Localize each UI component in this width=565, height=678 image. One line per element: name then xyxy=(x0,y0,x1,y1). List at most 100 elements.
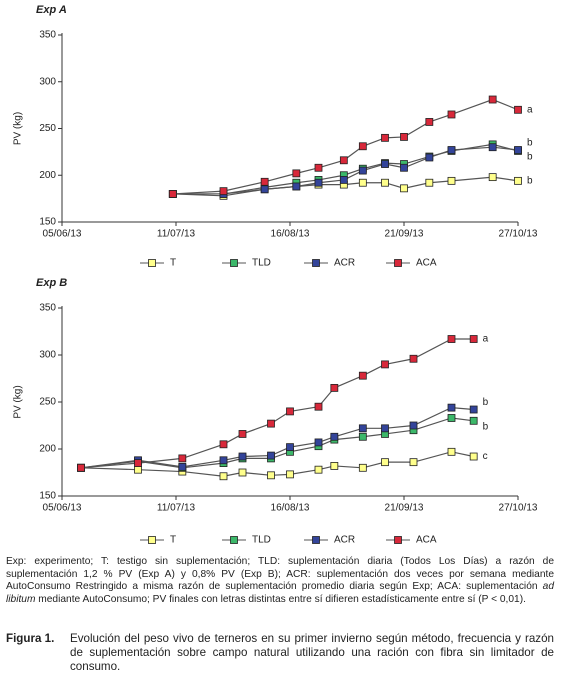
marker xyxy=(219,187,228,196)
figure-caption: Figura 1. Evolución del peso vivo de tern… xyxy=(6,632,554,674)
marker xyxy=(267,419,275,428)
x-tick-label: 27/10/13 xyxy=(499,229,538,240)
marker xyxy=(77,463,85,472)
x-tick-label: 11/07/13 xyxy=(157,503,196,514)
marker xyxy=(381,360,389,369)
legend-label: ACR xyxy=(334,258,355,269)
marker xyxy=(238,452,247,461)
marker xyxy=(286,470,294,479)
marker xyxy=(514,105,522,114)
note-italic: ad libitum xyxy=(6,581,554,605)
marker xyxy=(330,432,339,441)
marker xyxy=(381,424,389,433)
x-tick-label: 16/08/13 xyxy=(271,503,310,514)
marker xyxy=(488,173,497,182)
end-label: b xyxy=(527,152,533,163)
note-text: Exp: experimento; T: testigo sin supleme… xyxy=(6,556,554,592)
marker xyxy=(488,95,497,104)
end-label: b xyxy=(483,421,489,432)
marker xyxy=(469,452,478,461)
x-tick-label: 27/10/13 xyxy=(499,503,538,514)
y-tick-label: 300 xyxy=(39,76,56,87)
marker xyxy=(314,402,323,411)
series-line xyxy=(80,417,474,469)
marker xyxy=(400,163,408,172)
legend-label: ACA xyxy=(416,535,437,546)
y-tick-label: 250 xyxy=(39,123,56,134)
x-tick-label: 16/08/13 xyxy=(271,229,310,240)
x-tick-label: 21/09/13 xyxy=(385,229,424,240)
marker xyxy=(381,458,389,467)
marker xyxy=(238,468,247,477)
marker xyxy=(219,472,228,481)
marker xyxy=(358,424,367,433)
legend-label: T xyxy=(170,535,176,546)
note-text: mediante AutoConsumo; PV finales con let… xyxy=(35,593,526,605)
legend-marker xyxy=(312,536,320,544)
marker xyxy=(168,190,177,198)
marker xyxy=(267,471,275,480)
y-axis-label: PV (kg) xyxy=(13,385,24,418)
x-tick-label: 11/07/13 xyxy=(157,229,196,240)
marker xyxy=(381,178,389,187)
legend-marker xyxy=(230,536,238,544)
marker xyxy=(425,178,434,187)
marker xyxy=(358,432,367,441)
marker xyxy=(381,160,389,168)
marker xyxy=(292,182,301,191)
end-label: b xyxy=(483,397,489,408)
marker xyxy=(469,335,478,343)
marker xyxy=(514,176,522,185)
y-tick-label: 150 xyxy=(39,491,56,502)
end-label: a xyxy=(483,334,489,345)
legend-label: T xyxy=(170,258,176,269)
y-tick-label: 300 xyxy=(39,350,56,361)
y-axis-label: PV (kg) xyxy=(13,112,24,145)
legend-marker xyxy=(148,259,156,267)
marker xyxy=(260,177,269,186)
marker xyxy=(330,462,339,470)
marker xyxy=(358,142,367,151)
marker xyxy=(447,403,456,412)
y-tick-label: 350 xyxy=(39,30,56,41)
legend-marker xyxy=(394,536,402,544)
marker xyxy=(314,465,323,474)
legend-label: TLD xyxy=(252,535,271,546)
figure-label: Figura 1. xyxy=(6,632,55,645)
marker xyxy=(314,178,323,187)
marker xyxy=(358,166,367,175)
marker xyxy=(134,465,142,474)
legend-label: ACR xyxy=(334,535,355,546)
marker xyxy=(447,447,456,456)
end-label: b xyxy=(527,176,533,187)
marker xyxy=(469,405,478,414)
legend-marker xyxy=(230,259,238,267)
y-tick-label: 200 xyxy=(39,170,56,181)
marker xyxy=(400,133,408,141)
marker xyxy=(447,176,456,185)
y-tick-label: 350 xyxy=(39,303,56,314)
marker xyxy=(409,421,418,430)
legend-marker xyxy=(394,259,402,267)
chart-title: Exp A xyxy=(36,4,67,16)
marker xyxy=(381,133,389,142)
marker xyxy=(447,414,456,422)
marker xyxy=(358,371,367,380)
marker xyxy=(339,156,348,165)
x-tick-label: 05/06/13 xyxy=(43,229,82,240)
marker xyxy=(292,169,301,178)
marker xyxy=(286,443,294,452)
series-line xyxy=(80,407,474,469)
marker xyxy=(358,178,367,187)
marker xyxy=(358,463,367,472)
marker xyxy=(314,163,323,172)
end-label: a xyxy=(527,104,533,115)
marker xyxy=(219,440,228,449)
y-tick-label: 250 xyxy=(39,397,56,408)
series-line xyxy=(80,338,474,469)
legend-label: TLD xyxy=(252,258,271,269)
marker xyxy=(178,462,187,471)
marker xyxy=(447,110,456,119)
marker xyxy=(260,185,269,194)
